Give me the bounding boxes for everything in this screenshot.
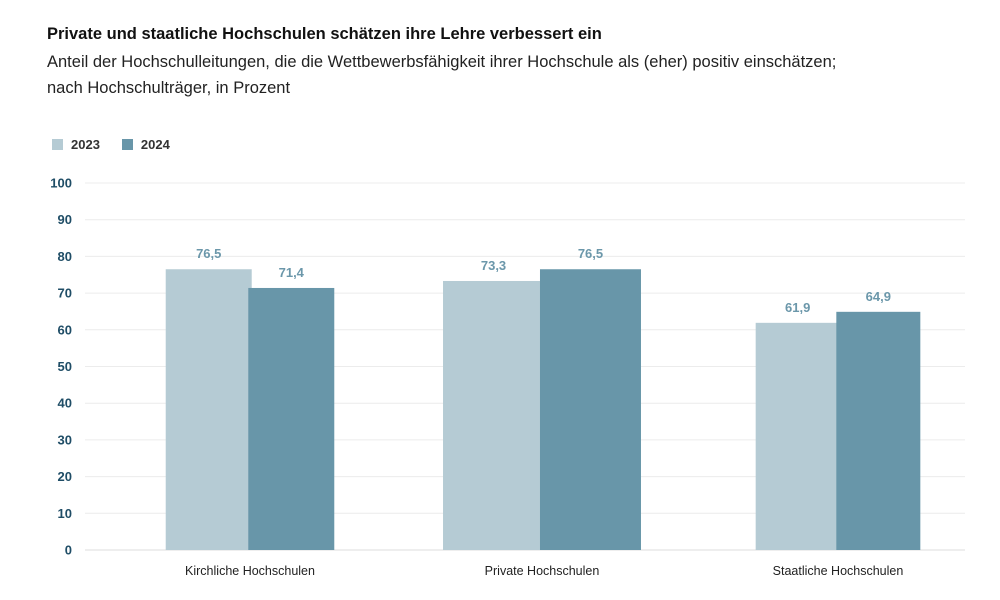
y-tick-label-30: 30	[58, 432, 72, 447]
y-tick-label-60: 60	[58, 322, 72, 337]
chart-subtitle: Anteil der Hochschulleitungen, die die W…	[47, 49, 947, 101]
subtitle-line-1: Anteil der Hochschulleitungen, die die W…	[47, 53, 837, 71]
bar-2024-1	[539, 269, 641, 550]
y-tick-label-90: 90	[58, 212, 72, 227]
legend-label-2024: 2024	[140, 137, 170, 152]
bar-2023-0	[165, 269, 252, 550]
y-tick-label-40: 40	[58, 396, 72, 411]
category-label-1: Private Hochschulen	[485, 564, 600, 578]
legend-swatch-2023	[52, 139, 63, 150]
bar-2024-2	[836, 311, 921, 550]
legend-label-2023: 2023	[71, 137, 100, 152]
data-label-2023-0: 76,5	[196, 246, 221, 261]
category-label-0: Kirchliche Hochschulen	[185, 564, 315, 578]
data-label-2023-1: 73,3	[481, 258, 506, 273]
y-tick-label-80: 80	[58, 249, 72, 264]
bar-2023-1	[443, 280, 545, 550]
y-tick-label-10: 10	[58, 506, 72, 521]
data-label-2024-2: 64,9	[866, 289, 891, 304]
legend-swatch-2024	[121, 139, 133, 150]
y-tick-label-70: 70	[58, 286, 72, 301]
y-tick-label-100: 100	[50, 176, 72, 191]
y-tick-label-50: 50	[58, 359, 72, 374]
legend: 2023 2024	[52, 137, 192, 152]
legend-item-2023: 2023	[52, 137, 100, 152]
chart-title: Private und staatliche Hochschulen schät…	[47, 25, 602, 43]
y-tick-label-0: 0	[65, 543, 72, 558]
category-label-2: Staatliche Hochschulen	[773, 564, 904, 578]
y-tick-label-20: 20	[58, 469, 72, 484]
data-label-2024-1: 76,5	[578, 246, 603, 261]
legend-item-2024: 2024	[121, 137, 170, 152]
bar-2024-0	[248, 287, 335, 550]
bar-2023-2	[755, 322, 840, 550]
subtitle-line-2: nach Hochschulträger, in Prozent	[47, 79, 291, 97]
data-label-2023-2: 61,9	[785, 300, 810, 315]
data-label-2024-0: 71,4	[279, 265, 305, 280]
